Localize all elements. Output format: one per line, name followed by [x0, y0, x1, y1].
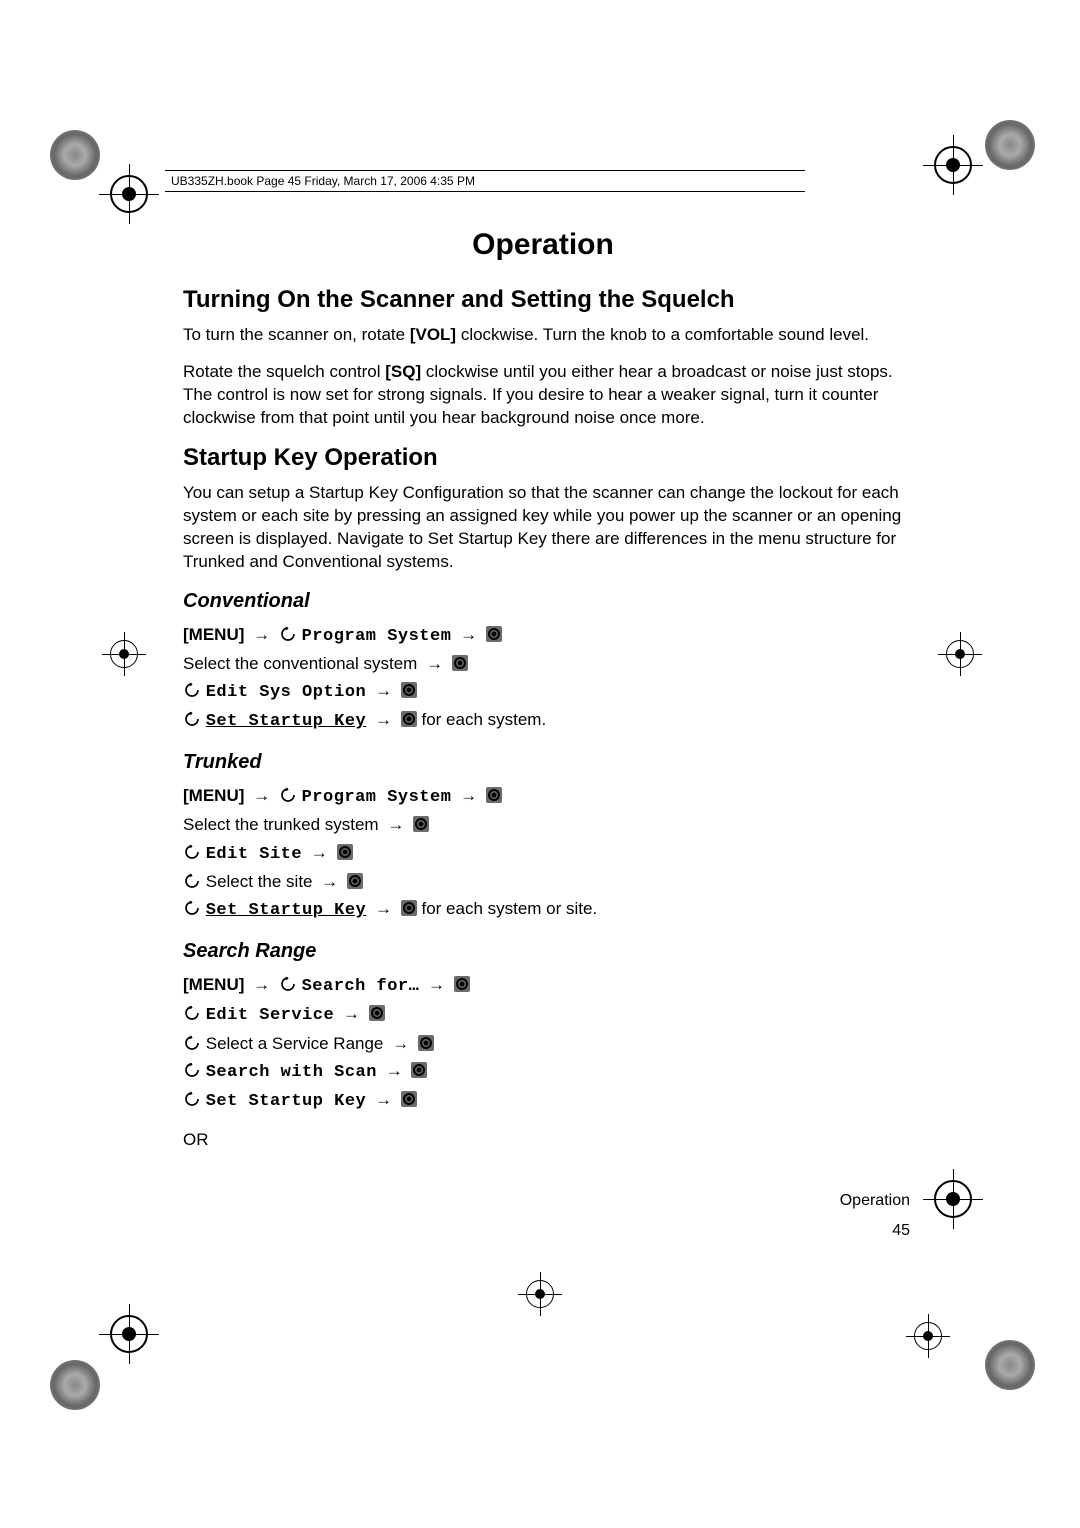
search-range-title: Search Range — [183, 940, 903, 963]
program-system-label: Program System — [302, 627, 452, 646]
arrow-icon: → — [321, 872, 338, 891]
or-text: OR — [183, 1129, 903, 1152]
edit-sys-option-label: Edit Sys Option — [206, 683, 367, 702]
rotate-icon — [183, 843, 201, 861]
trunked-title: Trunked — [183, 751, 903, 774]
rotate-icon — [183, 1004, 201, 1022]
page-content: Operation Turning On the Scanner and Set… — [183, 210, 903, 1166]
menu-key: [MENU] — [183, 975, 244, 994]
arrow-icon: → — [253, 625, 270, 644]
page-number: 45 — [840, 1222, 910, 1240]
arrow-icon: → — [375, 1090, 392, 1109]
search-for-label: Search for… — [302, 977, 420, 996]
arrow-icon: → — [387, 815, 404, 834]
crop-mark-tl — [50, 130, 110, 190]
conventional-title: Conventional — [183, 590, 903, 613]
rotate-icon — [183, 1034, 201, 1052]
edit-service-label: Edit Service — [206, 1006, 334, 1025]
for-each-text: for each system. — [421, 710, 546, 729]
reg-mark-br2 — [914, 1322, 942, 1350]
crop-target-bl — [110, 1315, 148, 1353]
text: Rotate the squelch control — [183, 362, 385, 381]
crop-target-tl — [110, 175, 148, 213]
select-range-text: Select a Service Range — [206, 1034, 384, 1053]
arrow-icon: → — [375, 899, 392, 918]
section-squelch-title: Turning On the Scanner and Setting the S… — [183, 286, 903, 314]
reg-mark-left — [110, 640, 138, 668]
crop-mark-br — [975, 1330, 1035, 1390]
press-icon — [486, 626, 502, 642]
arrow-icon: → — [426, 654, 443, 673]
press-icon — [401, 1091, 417, 1107]
section-startup-title: Startup Key Operation — [183, 444, 903, 472]
startup-p1: You can setup a Startup Key Configuratio… — [183, 482, 903, 574]
squelch-p2: Rotate the squelch control [SQ] clockwis… — [183, 361, 903, 430]
rotate-icon — [183, 710, 201, 728]
press-icon — [337, 844, 353, 860]
press-icon — [401, 682, 417, 698]
press-icon — [413, 816, 429, 832]
arrow-icon: → — [375, 681, 392, 700]
rotate-icon — [183, 1061, 201, 1079]
page-frame: UB335ZH.book Page 45 Friday, March 17, 2… — [165, 150, 915, 1250]
search-with-scan-label: Search with Scan — [206, 1063, 377, 1082]
crop-target-br — [934, 1180, 972, 1218]
arrow-icon: → — [460, 625, 477, 644]
arrow-icon: → — [428, 975, 445, 994]
arrow-icon: → — [386, 1061, 403, 1080]
set-startup-key-label: Set Startup Key — [206, 901, 367, 920]
arrow-icon: → — [375, 710, 392, 729]
program-system-label: Program System — [302, 788, 452, 807]
edit-site-label: Edit Site — [206, 845, 302, 864]
rotate-icon — [183, 681, 201, 699]
for-each-text: for each system or site. — [421, 899, 597, 918]
press-icon — [418, 1035, 434, 1051]
text: clockwise. Turn the knob to a comfortabl… — [456, 325, 869, 344]
press-icon — [454, 976, 470, 992]
vol-key: [VOL] — [410, 325, 456, 344]
arrow-icon: → — [343, 1004, 360, 1023]
select-site-text: Select the site — [206, 872, 318, 891]
arrow-icon: → — [253, 786, 270, 805]
footer-operation: Operation — [840, 1192, 910, 1210]
press-icon — [347, 873, 363, 889]
rotate-icon — [279, 786, 297, 804]
squelch-p1: To turn the scanner on, rotate [VOL] clo… — [183, 324, 903, 347]
select-text: Select the conventional system — [183, 654, 422, 673]
rotate-icon — [183, 899, 201, 917]
press-icon — [369, 1005, 385, 1021]
menu-key: [MENU] — [183, 625, 244, 644]
reg-mark-right — [946, 640, 974, 668]
rotate-icon — [183, 1090, 201, 1108]
press-icon — [486, 787, 502, 803]
reg-mark-bottom — [526, 1280, 554, 1308]
select-text: Select the trunked system — [183, 815, 383, 834]
crop-mark-bl — [50, 1350, 110, 1410]
arrow-icon: → — [253, 975, 270, 994]
arrow-icon: → — [460, 786, 477, 805]
rotate-icon — [183, 872, 201, 890]
sq-key: [SQ] — [385, 362, 421, 381]
press-icon — [411, 1062, 427, 1078]
crop-target-tr — [934, 146, 972, 184]
page-header: UB335ZH.book Page 45 Friday, March 17, 2… — [165, 170, 805, 192]
conventional-steps: [MENU] → Program System → Select the con… — [183, 621, 903, 736]
search-range-steps: [MENU] → Search for… → Edit Service → Se… — [183, 971, 903, 1115]
press-icon — [401, 711, 417, 727]
trunked-steps: [MENU] → Program System → Select the tru… — [183, 782, 903, 924]
page-footer: Operation 45 — [840, 1192, 910, 1240]
press-icon — [452, 655, 468, 671]
crop-mark-tr — [975, 120, 1035, 180]
chapter-title: Operation — [183, 228, 903, 262]
arrow-icon: → — [311, 843, 328, 862]
set-startup-key-label: Set Startup Key — [206, 712, 367, 731]
set-startup-key-label: Set Startup Key — [206, 1092, 367, 1111]
arrow-icon: → — [392, 1034, 409, 1053]
text: To turn the scanner on, rotate — [183, 325, 410, 344]
press-icon — [401, 900, 417, 916]
rotate-icon — [279, 625, 297, 643]
menu-key: [MENU] — [183, 786, 244, 805]
rotate-icon — [279, 975, 297, 993]
